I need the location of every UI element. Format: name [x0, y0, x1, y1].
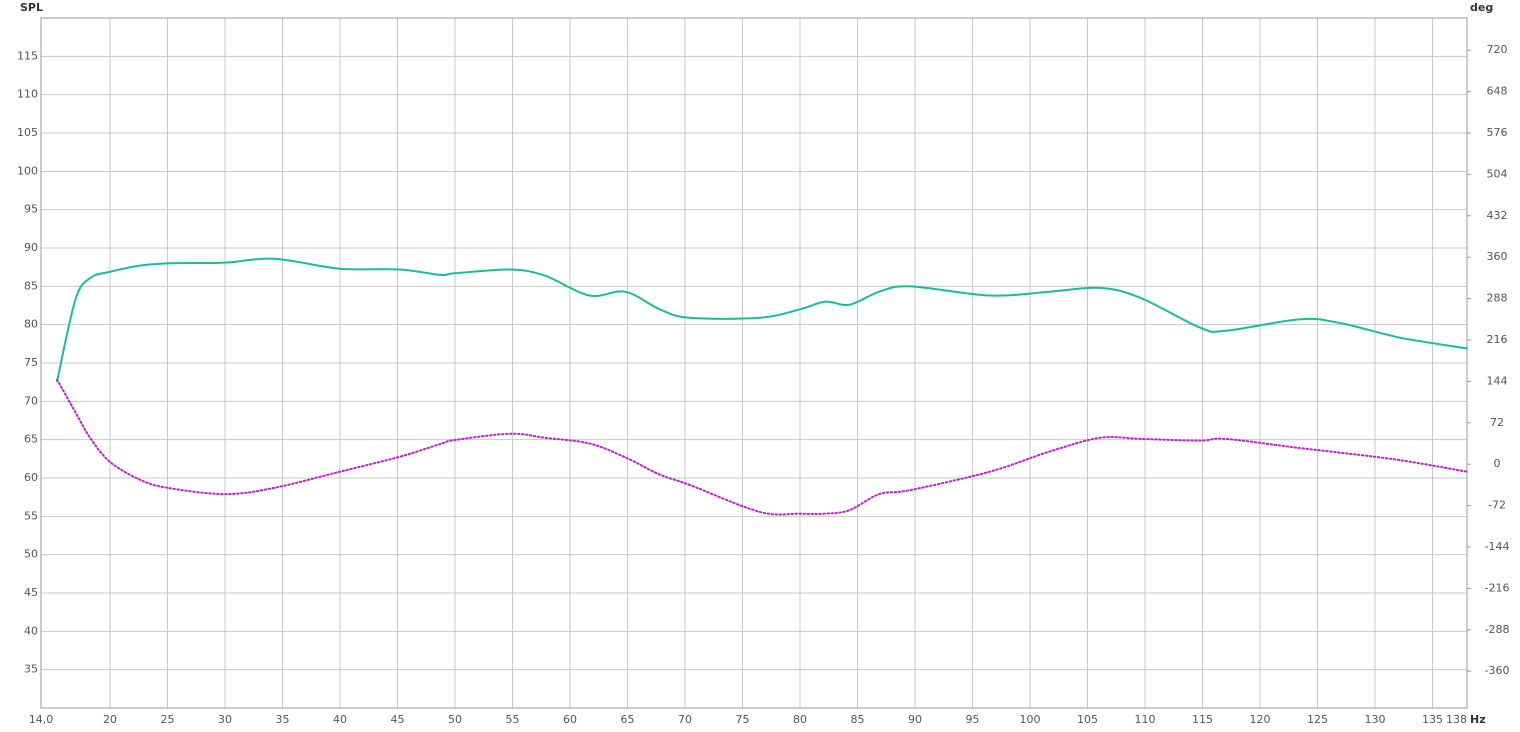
y-tick-label: 85 [24, 279, 38, 292]
y-axis-title: SPL [20, 1, 43, 14]
y-tick-label: 100 [17, 164, 38, 177]
y-tick-label: 105 [17, 126, 38, 139]
y2-tick-label: 0 [1494, 457, 1501, 470]
y2-tick-label: 720 [1487, 43, 1508, 56]
x-tick-label: 90 [908, 713, 922, 726]
x-tick-label: 110 [1135, 713, 1156, 726]
y2-tick-label: 648 [1487, 85, 1508, 98]
y-tick-label: 95 [24, 203, 38, 216]
y-tick-label: 40 [24, 624, 38, 637]
x-tick-label: 30 [218, 713, 232, 726]
y-tick-label: 65 [24, 433, 38, 446]
y2-tick-label: 216 [1487, 333, 1508, 346]
x-tick-label: 45 [391, 713, 405, 726]
x-tick-label: 55 [506, 713, 520, 726]
y-tick-label: 75 [24, 356, 38, 369]
x-tick-label: 120 [1250, 713, 1271, 726]
x-tick-label: 80 [793, 713, 807, 726]
y2-tick-label: -144 [1485, 540, 1510, 553]
series-line [56, 257, 1468, 383]
x-tick-label: 85 [851, 713, 865, 726]
x-tick-label: 70 [678, 713, 692, 726]
x-tick-label: 75 [736, 713, 750, 726]
plot-frame [40, 17, 1468, 709]
x-tick-label: 20 [103, 713, 117, 726]
y2-tick-label: -288 [1485, 623, 1510, 636]
y2-tick-label: 144 [1487, 374, 1508, 387]
x-tick-label: 65 [621, 713, 635, 726]
y2-tick-label: -216 [1485, 581, 1510, 594]
y-tick-label: 35 [24, 663, 38, 676]
y2-tick-label: 360 [1487, 250, 1508, 263]
y-tick-label: 90 [24, 241, 38, 254]
x-tick-label: 138 [1446, 713, 1467, 726]
x-tick-label: 130 [1365, 713, 1386, 726]
x-tick-label: 115 [1192, 713, 1213, 726]
x-tick-label: 135 [1422, 713, 1443, 726]
y-tick-label: 80 [24, 318, 38, 331]
x-tick-label: 40 [333, 713, 347, 726]
x-tick-label: 125 [1307, 713, 1328, 726]
series-line [56, 378, 1468, 516]
y2-tick-label: -72 [1488, 499, 1506, 512]
x-tick-label: 95 [966, 713, 980, 726]
x-axis-title: Hz [1470, 713, 1486, 726]
y-tick-label: 115 [17, 49, 38, 62]
y2-tick-label: -360 [1485, 664, 1510, 677]
y2-tick-label: 288 [1487, 292, 1508, 305]
x-tick-label: 14,0 [29, 713, 54, 726]
y-tick-label: 110 [17, 88, 38, 101]
x-tick-label: 50 [448, 713, 462, 726]
y2-tick-label: 504 [1487, 167, 1508, 180]
x-tick-label: 25 [161, 713, 175, 726]
y-tick-label: 70 [24, 394, 38, 407]
y2-tick-label: 432 [1487, 209, 1508, 222]
y-tick-label: 55 [24, 509, 38, 522]
y2-tick-label: 72 [1490, 416, 1504, 429]
x-tick-label: 60 [563, 713, 577, 726]
y-tick-label: 45 [24, 586, 38, 599]
x-tick-label: 100 [1020, 713, 1041, 726]
y-tick-label: 60 [24, 471, 38, 484]
y2-axis-title: deg [1470, 1, 1493, 14]
y2-tick-label: 576 [1487, 126, 1508, 139]
y-tick-label: 50 [24, 548, 38, 561]
x-tick-label: 105 [1077, 713, 1098, 726]
x-tick-label: 35 [276, 713, 290, 726]
